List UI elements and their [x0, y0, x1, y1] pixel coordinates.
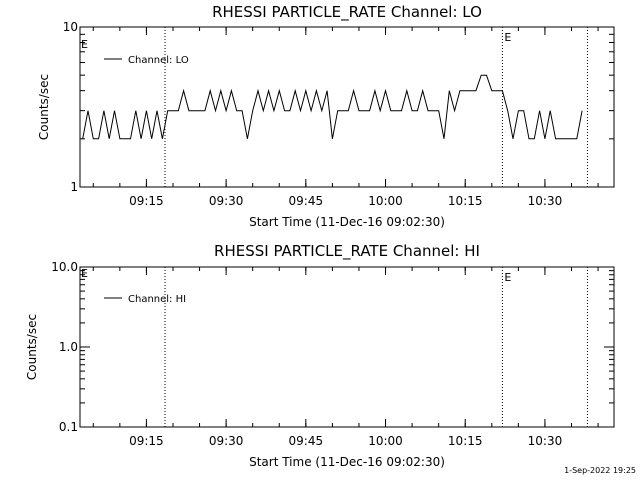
hi-legend: Channel: HI	[104, 294, 186, 305]
hi-y-axis-label: Counts/sec	[25, 314, 39, 380]
hi-x-tick-label: 09:45	[289, 434, 324, 448]
lo-x-tick-label: 09:15	[129, 194, 164, 208]
hi-x-tick-label: 10:15	[448, 434, 483, 448]
lo-start-marker-label: E	[81, 38, 88, 51]
hi-y-tick-label: 1.0	[59, 340, 78, 354]
lo-chart-title: RHESSI PARTICLE_RATE Channel: LO	[212, 3, 482, 22]
hi-x-tick-label: 10:30	[528, 434, 563, 448]
lo-y-tick-label: 10	[63, 20, 78, 34]
hi-channel-panel: RHESSI PARTICLE_RATE Channel: HI 09:15 09…	[25, 242, 615, 469]
lo-plot-frame	[79, 26, 615, 188]
hi-x-axis-label: Start Time (11-Dec-16 09:02:30)	[249, 455, 445, 469]
lo-series-line	[82, 74, 583, 140]
lo-event-marker-label: E	[504, 31, 511, 44]
lo-y-axis-label: Counts/sec	[37, 74, 51, 140]
hi-y-tick-label: 10.0	[51, 260, 78, 274]
hi-legend-label: Channel: HI	[128, 294, 186, 305]
hi-event-marker-label: E	[504, 271, 511, 284]
hi-plot-frame	[79, 266, 615, 428]
lo-legend: Channel: LO	[104, 55, 189, 66]
lo-x-axis-label: Start Time (11-Dec-16 09:02:30)	[249, 215, 445, 229]
lo-legend-label: Channel: LO	[128, 55, 189, 66]
lo-x-tick-label: 09:30	[209, 194, 244, 208]
hi-start-marker-label: E	[81, 267, 88, 280]
lo-x-tick-label: 09:45	[289, 194, 324, 208]
hi-x-tick-label: 09:30	[209, 434, 244, 448]
hi-y-tick-label: 0.1	[59, 420, 78, 434]
lo-x-tick-label: 10:00	[368, 194, 403, 208]
hi-chart-title: RHESSI PARTICLE_RATE Channel: HI	[214, 242, 480, 261]
lo-x-tick-label: 10:30	[528, 194, 563, 208]
hi-x-tick-label: 09:15	[129, 434, 164, 448]
lo-y-tick-label: 1	[70, 180, 78, 194]
footer-timestamp: 1-Sep-2022 19:25	[564, 466, 636, 475]
hi-x-tick-label: 10:00	[368, 434, 403, 448]
lo-x-tick-label: 10:15	[448, 194, 483, 208]
lo-channel-panel: RHESSI PARTICLE_RATE Channel: LO 09:15 09…	[37, 3, 615, 229]
